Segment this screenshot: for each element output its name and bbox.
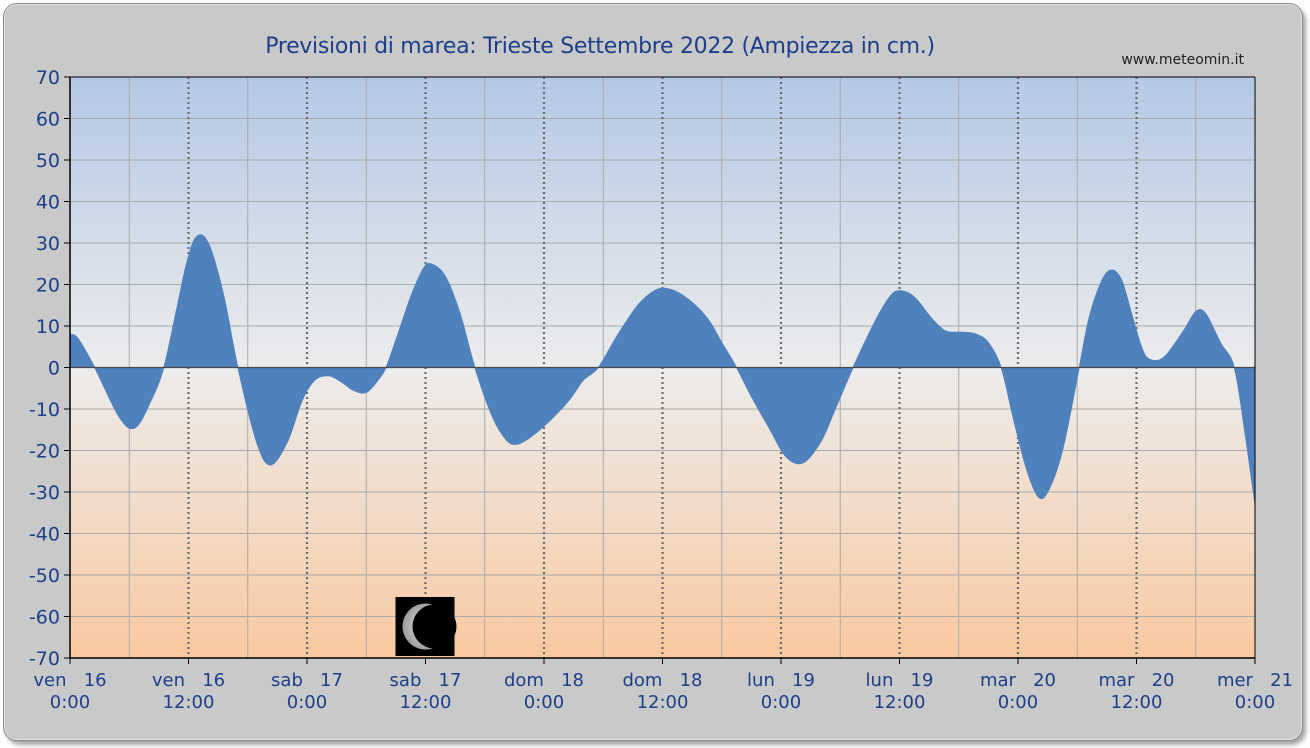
x-tick-label-time: 12:00: [400, 692, 452, 713]
x-tick-label-day: dom 18: [622, 670, 702, 691]
x-tick-label-day: lun 19: [747, 670, 815, 691]
x-tick-label-time: 0:00: [524, 692, 564, 713]
x-tick-label-time: 0:00: [761, 692, 801, 713]
x-tick-label-day: sab 17: [390, 670, 462, 691]
y-tick-label: -50: [29, 565, 60, 587]
x-tick-label-time: 12:00: [1111, 692, 1163, 713]
source-label: www.meteomin.it: [1121, 52, 1244, 68]
moon-phase-icon: [395, 597, 457, 656]
annotations: [395, 597, 457, 656]
y-tick-label: 10: [36, 316, 60, 338]
y-tick-label: -40: [29, 524, 60, 546]
tide-series: [69, 234, 1256, 505]
y-tick-label: 0: [48, 358, 60, 380]
y-tick-label: 20: [36, 275, 60, 297]
tide-area: [69, 234, 1256, 505]
x-tick-label-time: 12:00: [163, 692, 215, 713]
x-tick-label-time: 0:00: [1235, 692, 1275, 713]
axes: [64, 76, 1256, 664]
chart-title: Previsioni di marea: Trieste Settembre 2…: [265, 34, 935, 59]
tick-labels: 706050403020100-10-20-30-40-50-60-70ven …: [29, 67, 1293, 713]
x-tick-label-day: mar 20: [1098, 670, 1174, 691]
y-tick-label: 30: [36, 233, 60, 255]
y-tick-label: -60: [29, 607, 60, 629]
x-tick-label-time: 0:00: [50, 692, 90, 713]
x-tick-label-day: mer 21: [1217, 670, 1293, 691]
x-tick-label-day: ven 16: [33, 670, 106, 691]
x-tick-label-day: ven 16: [152, 670, 225, 691]
x-tick-label-day: sab 17: [271, 670, 343, 691]
y-tick-label: 60: [36, 109, 60, 131]
x-tick-label-time: 12:00: [874, 692, 926, 713]
y-tick-label: 70: [36, 67, 60, 89]
y-tick-label: -30: [29, 482, 60, 504]
y-tick-label: 50: [36, 150, 60, 172]
x-tick-label-time: 12:00: [637, 692, 689, 713]
y-tick-label: 40: [36, 192, 60, 214]
x-tick-label-time: 0:00: [998, 692, 1038, 713]
x-tick-label-day: dom 18: [504, 670, 584, 691]
x-tick-label-day: lun 19: [866, 670, 934, 691]
y-tick-label: -70: [29, 648, 60, 670]
x-tick-label-time: 0:00: [287, 692, 327, 713]
x-tick-label-day: mar 20: [980, 670, 1056, 691]
y-tick-label: -10: [29, 399, 60, 421]
moon-shadow: [412, 604, 457, 649]
y-tick-label: -20: [29, 441, 60, 463]
